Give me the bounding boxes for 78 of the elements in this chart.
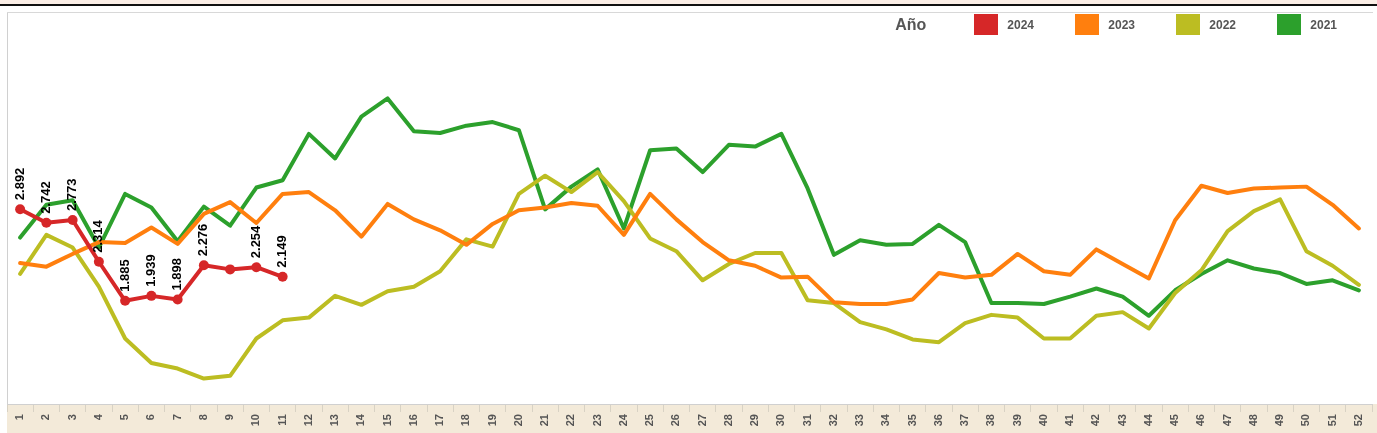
x-tick-label: 23 — [590, 414, 603, 427]
x-tick-label: 3 — [65, 414, 78, 421]
data-label: 2.742 — [37, 181, 53, 214]
data-label: 2.314 — [90, 219, 106, 253]
data-label: 1.885 — [116, 259, 132, 292]
x-tick-label: 22 — [564, 414, 577, 427]
x-tick-label: 8 — [196, 414, 209, 421]
x-tick-label: 20 — [511, 414, 524, 427]
x-tick-label: 35 — [905, 414, 918, 427]
x-tick-label: 52 — [1351, 414, 1364, 427]
x-tick-label: 10 — [249, 414, 262, 427]
x-tick-label: 44 — [1141, 413, 1154, 427]
x-tick-label: 29 — [748, 414, 761, 427]
x-tick-label: 17 — [433, 414, 446, 427]
x-tick-label: 41 — [1063, 414, 1076, 427]
x-tick-label: 13 — [328, 414, 341, 427]
x-tick-label: 40 — [1036, 414, 1049, 427]
point — [120, 295, 131, 306]
legend-label: 2021 — [1310, 17, 1337, 32]
x-tick-label: 49 — [1273, 414, 1286, 427]
x-tick-label: 32 — [826, 414, 839, 427]
point — [198, 260, 209, 271]
x-tick-label: 31 — [800, 414, 813, 427]
x-tick-label: 7 — [170, 414, 183, 421]
point — [67, 215, 78, 226]
point — [172, 294, 183, 305]
x-tick-label: 18 — [459, 414, 472, 427]
x-tick-label: 15 — [380, 414, 393, 427]
x-tick-label: 24 — [616, 413, 629, 427]
x-tick-label: 21 — [538, 414, 551, 427]
x-tick-label: 4 — [91, 413, 104, 421]
data-label: 2.254 — [247, 224, 263, 259]
point — [146, 290, 157, 301]
x-tick-label: 50 — [1299, 414, 1312, 427]
point — [225, 264, 236, 275]
point — [251, 262, 262, 273]
x-tick-label: 48 — [1246, 414, 1259, 427]
data-label: 2.892 — [11, 167, 27, 201]
legend-label: 2022 — [1209, 17, 1236, 32]
x-tick-label: 36 — [931, 414, 944, 427]
data-label: 2.149 — [274, 235, 290, 268]
x-tick-label: 30 — [774, 414, 787, 427]
x-tick-label: 38 — [984, 414, 997, 427]
x-tick-label: 34 — [879, 413, 892, 427]
data-label: 1.898 — [169, 258, 185, 291]
x-tick-label: 12 — [301, 414, 314, 427]
x-tick-label: 39 — [1010, 414, 1023, 427]
x-tick-label: 6 — [144, 414, 157, 421]
legend-label: 2023 — [1108, 17, 1135, 32]
x-tick-label: 46 — [1194, 414, 1207, 427]
x-tick-label: 47 — [1220, 414, 1233, 427]
x-tick-label: 16 — [406, 414, 419, 427]
data-label: 2.276 — [195, 223, 211, 257]
x-tick-label: 51 — [1325, 414, 1338, 427]
x-tick-label: 14 — [354, 413, 367, 427]
data-label: 1.939 — [142, 254, 158, 287]
x-tick-label: 5 — [118, 414, 131, 421]
x-tick-label: 43 — [1115, 414, 1128, 427]
x-tick-label: 28 — [721, 414, 734, 427]
x-tick-label: 37 — [958, 414, 971, 427]
legend-title: Año — [895, 15, 927, 34]
x-tick-label: 2 — [39, 414, 52, 421]
point — [15, 204, 26, 215]
point — [277, 271, 288, 282]
x-tick-label: 25 — [643, 414, 656, 427]
data-label: 2.773 — [64, 178, 80, 212]
x-tick-label: 9 — [223, 414, 236, 421]
x-tick-label: 42 — [1089, 414, 1102, 427]
x-tick-label: 33 — [853, 414, 866, 427]
x-tick-label: 19 — [485, 414, 498, 427]
x-tick-label: 26 — [669, 414, 682, 427]
x-tick-label: 27 — [695, 414, 708, 427]
x-tick-label: 1 — [13, 414, 26, 421]
legend-label: 2024 — [1007, 17, 1034, 32]
point — [93, 256, 104, 267]
point — [41, 217, 52, 228]
x-tick-label: 11 — [275, 414, 288, 426]
x-tick-label: 45 — [1168, 414, 1181, 427]
